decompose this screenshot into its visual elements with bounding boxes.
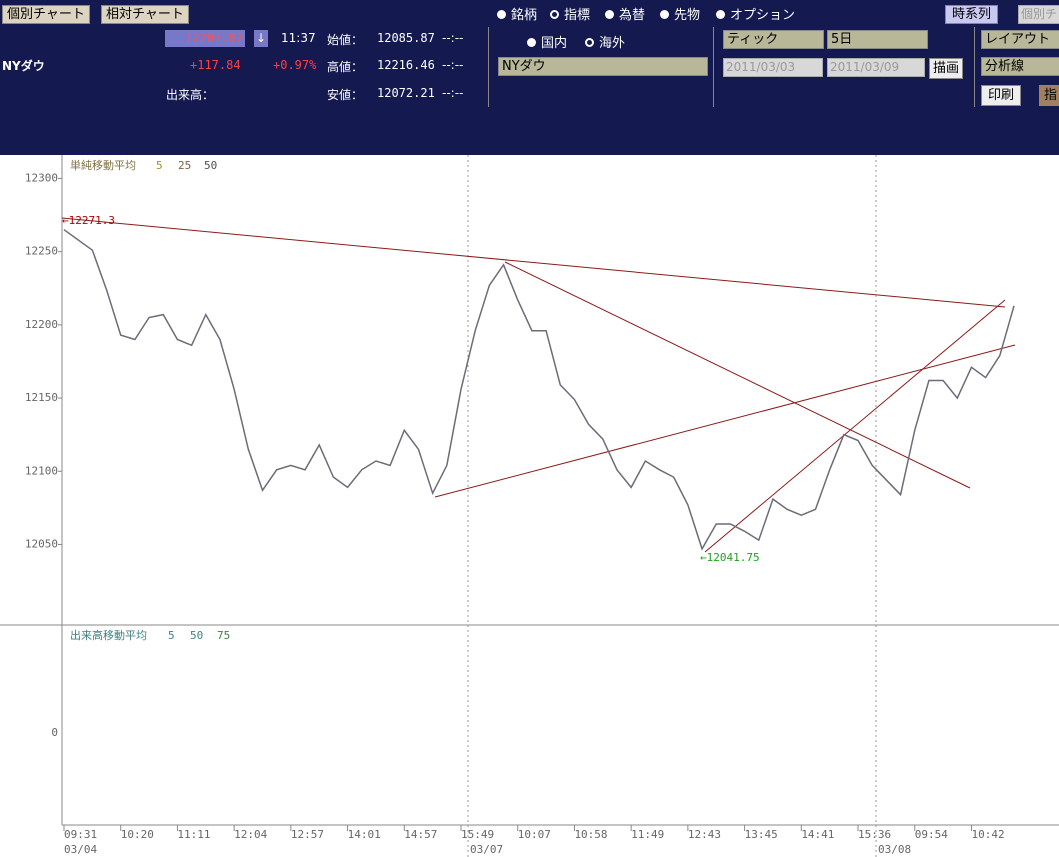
label: 出来高： [166,88,215,102]
legend-entry: 5 [156,159,163,172]
select[interactable]: NYダウ [498,57,708,76]
label: 高値： [327,60,364,74]
trend-line [704,299,1006,553]
select[interactable]: 分析線 [981,57,1059,76]
y-tick-label: 0 [51,726,58,739]
x-tick-label: 09:31 [64,828,97,841]
value: 12216.46 [377,58,435,72]
trend-line [504,261,971,489]
select[interactable]: 5日 [827,30,928,49]
x-tick-label: 11:11 [177,828,210,841]
value: 12085.87 [377,31,435,45]
symbol: NYダウ [2,59,45,73]
date-label: 03/08 [878,843,911,856]
arrow: ↓ [254,30,268,47]
x-tick-label: 14:01 [348,828,381,841]
y-tick-label: 12250 [25,245,58,258]
legend-entry: 50 [190,629,203,642]
price-line [63,229,1015,551]
x-tick-label: 09:54 [915,828,948,841]
radio-label: 銘柄 [511,8,538,23]
x-tick-label: 12:57 [291,828,324,841]
radio-label: 為替 [619,8,646,23]
tab[interactable]: 個別チャート [2,5,90,24]
radio-label: 指標 [564,8,591,23]
value: 12072.21 [377,86,435,100]
chart: ←12271.3 ←12041.75 単純移動平均 5 25 50 出来高移動平… [0,155,1059,857]
legend-entry: 50 [204,159,217,172]
x-tick-label: 10:42 [971,828,1004,841]
date-input[interactable]: 2011/03/03 [723,58,823,77]
price: 12207.87 [165,30,245,47]
value: --:-- [442,86,464,100]
toolbar: 個別チャート 相対チャート 銘柄 指標 為替 先物 オプション 時系列 個別チ … [0,0,1059,155]
date-input[interactable]: 2011/03/09 [827,58,925,77]
radio[interactable]: 指標 [550,4,590,23]
tab[interactable]: 相対チャート [101,5,189,24]
x-tick-label: 12:43 [688,828,721,841]
radio[interactable]: 海外 [585,32,625,51]
trend-line [434,344,1016,498]
radio[interactable]: オプション [716,4,795,23]
trend-line [61,217,1006,308]
x-tick-label: 11:49 [631,828,664,841]
annotation: ←12041.75 [700,551,760,564]
x-tick-label: 15:36 [858,828,891,841]
value: --:-- [442,58,464,72]
separator [974,27,975,107]
date-label: 03/04 [64,843,97,856]
radio-label: 先物 [674,8,701,23]
trend-lines [61,217,1016,553]
change-pct: +0.97% [273,58,317,72]
x-tick-label: 14:57 [404,828,437,841]
date-label: 03/07 [470,843,503,856]
legend-entry: 75 [217,629,230,642]
separator [488,27,489,107]
label: 安値： [327,88,364,102]
separator [713,27,714,107]
button[interactable]: 描画 [929,58,964,79]
x-tick-label: 13:45 [745,828,778,841]
x-tick-label: 15:49 [461,828,494,841]
x-tick-label: 10:20 [121,828,154,841]
y-tick-label: 12200 [25,318,58,331]
x-tick-label: 12:04 [234,828,267,841]
value: --:-- [442,31,464,45]
button[interactable]: 個別チ [1018,5,1059,24]
button[interactable]: 指 [1039,85,1059,106]
radio-label: オプション [730,8,796,23]
legend-title: 単純移動平均 [70,158,136,172]
annotation: ←12271.3 [62,214,115,227]
label: 始値： [327,33,364,47]
radio[interactable]: 国内 [527,32,567,51]
y-tick-label: 12300 [25,171,58,184]
y-tick-label: 12050 [25,537,58,550]
legend-entry: 5 [168,629,175,642]
legend-entry: 25 [178,159,191,172]
x-tick-label: 10:07 [518,828,551,841]
select[interactable]: ティック [723,30,824,49]
select[interactable]: レイアウト [981,30,1059,49]
x-tick-label: 10:58 [574,828,607,841]
radio[interactable]: 為替 [605,4,645,23]
change: +117.84 [190,58,241,72]
y-tick-label: 12100 [25,464,58,477]
legend-title: 出来高移動平均 [70,628,147,642]
x-tick-label: 14:41 [801,828,834,841]
button[interactable]: 印刷 [981,85,1022,106]
radio[interactable]: 銘柄 [497,4,537,23]
button[interactable]: 時系列 [945,5,999,24]
radio[interactable]: 先物 [660,4,700,23]
time: 11:37 [281,31,316,45]
y-tick-label: 12150 [25,391,58,404]
radio-label: 海外 [599,36,626,51]
radio-label: 国内 [541,36,568,51]
